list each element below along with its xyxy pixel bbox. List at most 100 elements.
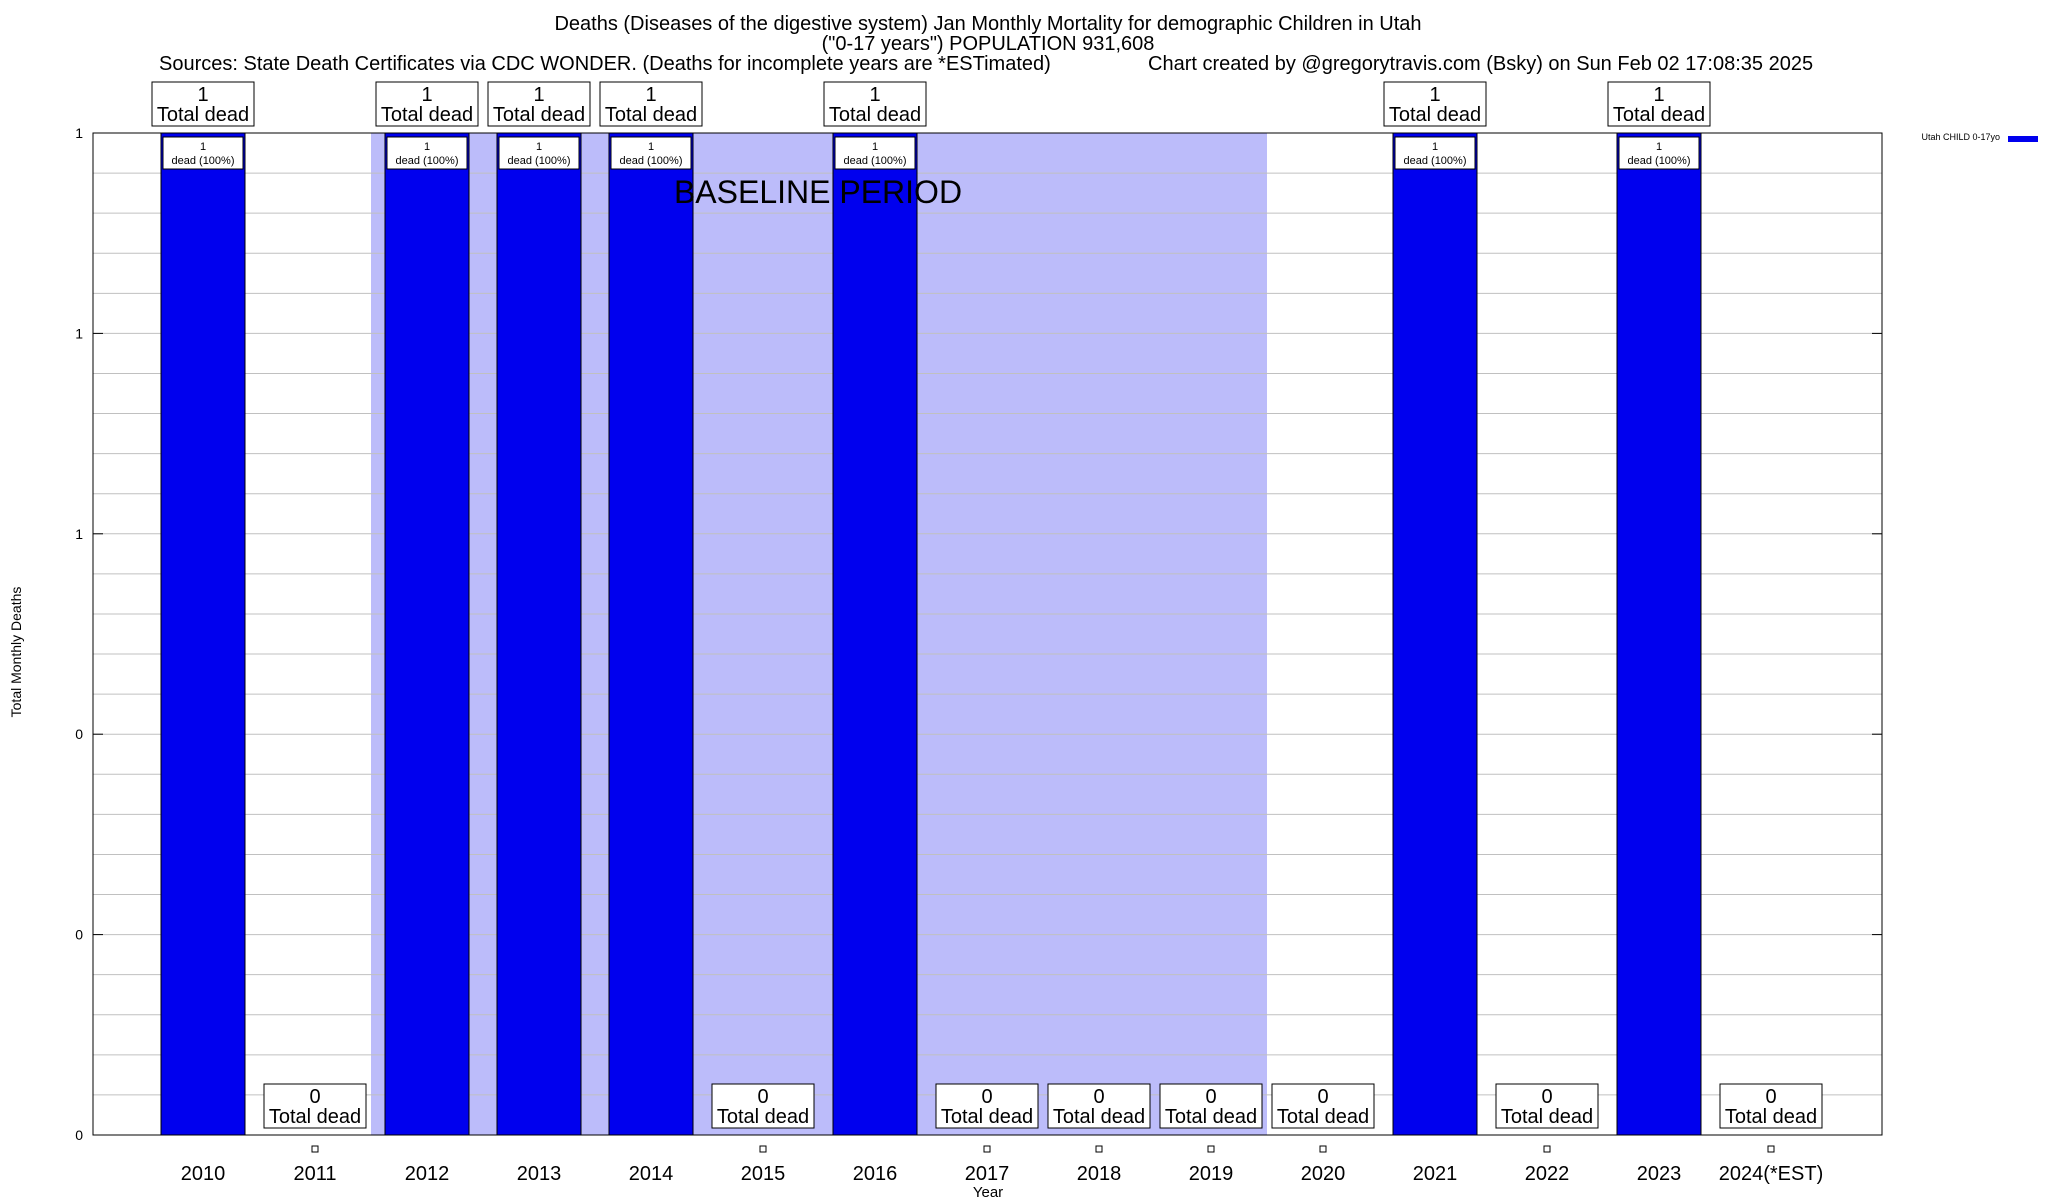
x-tick-label: 2021 <box>1413 1163 1458 1185</box>
bar-total-text-label: Total dead <box>1725 1106 1817 1128</box>
bar-total-value-label: 0 <box>757 1086 768 1108</box>
bar-total-value-label: 1 <box>197 84 208 106</box>
bar-inner-label-box <box>386 136 468 170</box>
bar-inner-label-box <box>834 136 916 170</box>
bar-total-value-label: 0 <box>1541 1086 1552 1108</box>
chart-sources: Sources: State Death Certificates via CD… <box>159 53 1051 75</box>
baseline-period-label: BASELINE PERIOD <box>674 174 962 210</box>
bar-total-text-label: Total dead <box>717 1106 809 1128</box>
bar-inner-value-label: 1 <box>424 141 430 153</box>
bar <box>160 132 246 1136</box>
bar-total-text-label: Total dead <box>381 104 473 126</box>
y-tick-label: 1 <box>75 125 83 141</box>
x-tick-label: 2017 <box>965 1163 1010 1185</box>
x-tick-label: 2011 <box>293 1163 336 1185</box>
bar-total-label-box <box>263 1083 367 1129</box>
chart-credit: Chart created by @gregorytravis.com (Bsk… <box>1148 53 1814 75</box>
bar-total-text-label: Total dead <box>829 104 921 126</box>
bar-total-label-box <box>711 1083 815 1129</box>
bar-inner-value-label: 1 <box>200 141 206 153</box>
bar-total-label-box <box>1495 1083 1599 1129</box>
bar-total-label-box <box>1607 81 1711 127</box>
bar <box>1616 132 1702 1136</box>
bar-inner-label-box <box>1394 136 1476 170</box>
bar-total-text-label: Total dead <box>1389 104 1481 126</box>
bar-total-label-box <box>1719 1083 1823 1129</box>
bar-total-value-label: 1 <box>869 84 880 106</box>
bar-total-text-label: Total dead <box>269 1106 361 1128</box>
chart-title-line2: ("0-17 years") POPULATION 931,608 <box>821 33 1155 55</box>
x-tick-label: 2019 <box>1189 1163 1234 1185</box>
zero-marker <box>983 1145 991 1153</box>
x-tick-label: 2016 <box>853 1163 898 1185</box>
bar-inner-pct-label: dead (100%) <box>172 155 235 167</box>
zero-marker <box>1319 1145 1327 1153</box>
bar <box>832 132 918 1136</box>
bar-total-label-box <box>487 81 591 127</box>
bar-total-value-label: 1 <box>645 84 656 106</box>
y-tick-label: 1 <box>75 526 83 542</box>
bar-inner-value-label: 1 <box>1432 141 1438 153</box>
bar-total-text-label: Total dead <box>1053 1106 1145 1128</box>
bar-total-text-label: Total dead <box>941 1106 1033 1128</box>
x-tick-label: 2014 <box>629 1163 674 1185</box>
bar-inner-label-box <box>162 136 244 170</box>
bar-inner-pct-label: dead (100%) <box>620 155 683 167</box>
bar-inner-label-box <box>498 136 580 170</box>
bar <box>1392 132 1478 1136</box>
x-axis-title: Year <box>973 1184 1003 1200</box>
bar-total-text-label: Total dead <box>1501 1106 1593 1128</box>
bar-total-text-label: Total dead <box>1613 104 1705 126</box>
bar-total-value-label: 1 <box>533 84 544 106</box>
bar-total-label-box <box>151 81 255 127</box>
bar-total-value-label: 0 <box>1093 1086 1104 1108</box>
zero-marker <box>759 1145 767 1153</box>
bar-total-label-box <box>823 81 927 127</box>
y-tick-label: 0 <box>75 726 83 742</box>
bar-total-value-label: 0 <box>1205 1086 1216 1108</box>
x-tick-label: 2012 <box>405 1163 450 1185</box>
chart-title-line1: Deaths (Diseases of the digestive system… <box>554 13 1422 35</box>
bar-total-text-label: Total dead <box>605 104 697 126</box>
x-tick-label: 2010 <box>181 1163 226 1185</box>
bar-inner-pct-label: dead (100%) <box>844 155 907 167</box>
y-axis-title: Total Monthly Deaths <box>8 587 24 718</box>
y-tick-label: 0 <box>75 1127 83 1143</box>
bar-total-value-label: 1 <box>1429 84 1440 106</box>
bar-total-label-box <box>935 1083 1039 1129</box>
bar-total-label-box <box>1383 81 1487 127</box>
bar-inner-value-label: 1 <box>1656 141 1662 153</box>
bar-inner-value-label: 1 <box>872 141 878 153</box>
x-tick-label: 2013 <box>517 1163 562 1185</box>
x-tick-label: 2023 <box>1637 1163 1682 1185</box>
bar-inner-pct-label: dead (100%) <box>1628 155 1691 167</box>
bar-inner-value-label: 1 <box>648 141 654 153</box>
zero-marker <box>311 1145 319 1153</box>
x-tick-label: 2022 <box>1525 1163 1570 1185</box>
bar-inner-value-label: 1 <box>536 141 542 153</box>
bar-inner-pct-label: dead (100%) <box>508 155 571 167</box>
bar-inner-label-box <box>1618 136 1700 170</box>
bar-total-text-label: Total dead <box>1165 1106 1257 1128</box>
zero-marker <box>1767 1145 1775 1153</box>
bar-total-label-box <box>375 81 479 127</box>
bar <box>384 132 470 1136</box>
bar-inner-pct-label: dead (100%) <box>396 155 459 167</box>
bar-total-label-box <box>1159 1083 1263 1129</box>
x-tick-label: 2024(*EST) <box>1719 1163 1824 1185</box>
legend-label: Utah CHILD 0-17yo <box>1921 132 2000 142</box>
bar <box>496 132 582 1136</box>
legend-swatch <box>2008 136 2038 142</box>
bar-total-value-label: 1 <box>421 84 432 106</box>
y-tick-label: 0 <box>75 927 83 943</box>
bar-total-text-label: Total dead <box>1277 1106 1369 1128</box>
zero-marker <box>1207 1145 1215 1153</box>
bar-total-text-label: Total dead <box>157 104 249 126</box>
bar-total-text-label: Total dead <box>493 104 585 126</box>
bar-total-value-label: 0 <box>1765 1086 1776 1108</box>
zero-marker <box>1095 1145 1103 1153</box>
bar-total-value-label: 0 <box>1317 1086 1328 1108</box>
x-tick-label: 2018 <box>1077 1163 1122 1185</box>
plot-frame <box>92 132 1883 1136</box>
